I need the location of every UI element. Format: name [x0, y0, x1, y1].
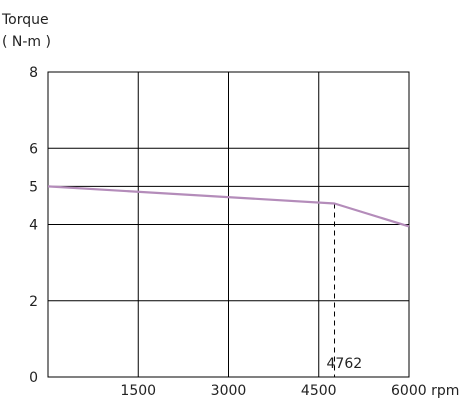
x-tick-label-4500: 4500: [301, 383, 337, 399]
y-axis-unit: ( N-m ): [2, 34, 51, 50]
y-tick-label-4: 4: [29, 218, 38, 234]
y-tick-label-2: 2: [29, 294, 38, 310]
y-tick-label-5: 5: [29, 179, 38, 195]
y-tick-label-8: 8: [29, 65, 38, 81]
x-tick-label-6000: 6000 rpm: [391, 383, 459, 399]
tick-labels: 0 2 4 5 6 8 1500 3000 4500 6000 rpm: [29, 65, 459, 399]
grid: [48, 72, 409, 377]
plot-border: [47, 71, 410, 378]
y-tick-label-0: 0: [29, 370, 38, 386]
y-axis-label: Torque: [1, 12, 49, 28]
x-tick-label-3000: 3000: [211, 383, 247, 399]
annotation-label-4762: 4762: [327, 356, 363, 372]
series: [47, 185, 410, 228]
annotations: 4762: [327, 203, 363, 377]
series-line-0: [47, 185, 410, 228]
x-tick-label-1500: 1500: [120, 383, 156, 399]
y-tick-label-6: 6: [29, 141, 38, 157]
plot-frame: [47, 71, 410, 378]
